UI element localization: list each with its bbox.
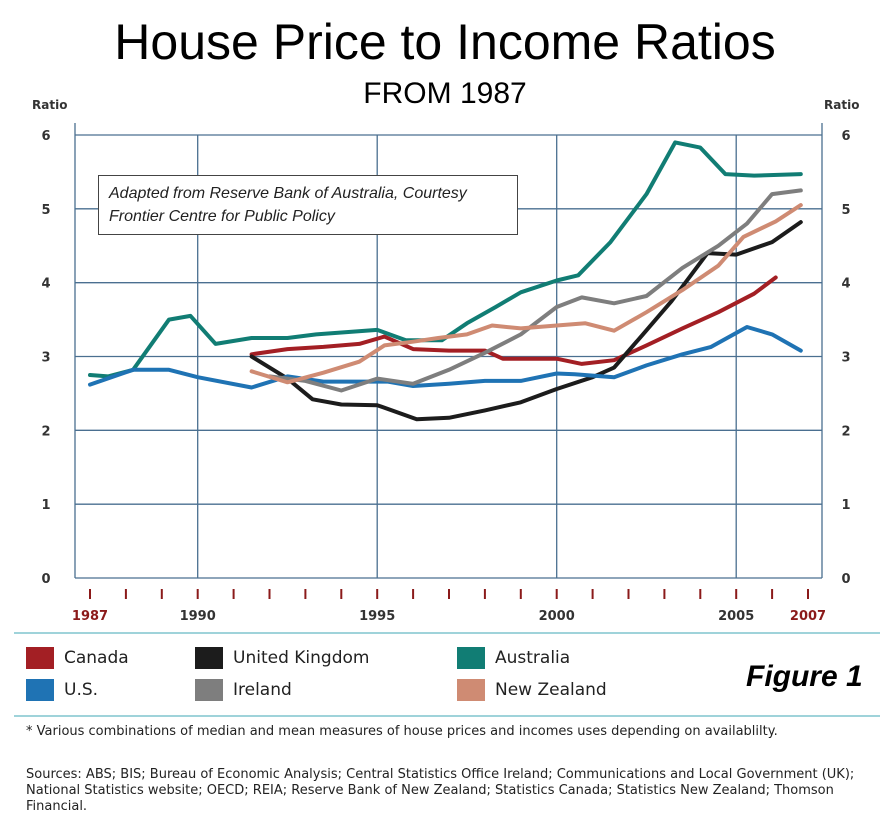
source-note-line2: Frontier Centre for Public Policy <box>109 208 335 225</box>
x-tick-label-1990: 1990 <box>180 609 216 624</box>
y-tick-left-5: 5 <box>41 203 50 218</box>
legend-item-australia: Australia <box>457 647 570 669</box>
legend-item-us: U.S. <box>26 679 98 701</box>
legend-swatch-australia <box>457 647 485 669</box>
y-axis-label-right: Ratio <box>824 98 859 112</box>
legend-item-new-zealand: New Zealand <box>457 679 607 701</box>
chart-title: House Price to Income Ratios <box>114 14 776 70</box>
footnote-divider <box>14 715 880 717</box>
legend-swatch-us <box>26 679 54 701</box>
y-tick-right-4: 4 <box>841 277 850 292</box>
legend-top-divider <box>14 632 880 634</box>
y-tick-right-6: 6 <box>841 129 850 144</box>
x-tick-label-2005: 2005 <box>718 609 754 624</box>
footnote-text: * Various combinations of median and mea… <box>26 724 778 739</box>
y-tick-left-2: 2 <box>41 424 50 439</box>
legend-label-ireland: Ireland <box>233 680 292 700</box>
legend-item-united-kingdom: United Kingdom <box>195 647 369 669</box>
series-line-ireland <box>267 188 803 393</box>
y-tick-right-5: 5 <box>841 203 850 218</box>
y-axis-label-left: Ratio <box>32 98 67 112</box>
source-note-box: Adapted from Reserve Bank of Australia, … <box>98 175 518 235</box>
x-tick-label-1987: 1987 <box>72 609 108 624</box>
y-tick-left-3: 3 <box>41 351 50 366</box>
y-tick-right-0: 0 <box>841 572 850 587</box>
x-tick-label-1995: 1995 <box>359 609 395 624</box>
legend-label-united-kingdom: United Kingdom <box>233 648 370 668</box>
chart-subtitle: FROM 1987 <box>363 77 527 110</box>
figure-label: Figure 1 <box>746 660 863 693</box>
series-line-australia <box>88 140 803 379</box>
y-tick-left-1: 1 <box>41 498 50 513</box>
y-tick-right-3: 3 <box>841 351 850 366</box>
series-line-united-kingdom <box>249 220 803 422</box>
source-note-line1: Adapted from Reserve Bank of Australia, … <box>109 185 467 202</box>
legend-label-canada: Canada <box>64 648 129 668</box>
legend-swatch-united-kingdom <box>195 647 223 669</box>
series-line-new-zealand <box>249 203 803 385</box>
series-line-canada <box>249 275 778 366</box>
legend-swatch-new-zealand <box>457 679 485 701</box>
y-tick-right-1: 1 <box>841 498 850 513</box>
y-tick-right-2: 2 <box>841 424 850 439</box>
gridlines: 0 0 1 1 2 2 3 3 4 4 5 5 6 6 <box>41 123 851 599</box>
y-tick-left-0: 0 <box>41 572 50 587</box>
legend-swatch-canada <box>26 647 54 669</box>
legend-label-australia: Australia <box>495 648 571 668</box>
legend-label-us: U.S. <box>64 680 99 700</box>
legend-swatch-ireland <box>195 679 223 701</box>
series-lines <box>88 140 803 422</box>
y-tick-left-4: 4 <box>41 277 50 292</box>
legend-item-canada: Canada <box>26 647 129 669</box>
axis-labels: 1987 1990 1995 2000 2005 2007 <box>72 609 826 624</box>
x-tick-label-2000: 2000 <box>539 609 575 624</box>
series-line-u-s <box>88 325 803 390</box>
sources-text: Sources: ABS; BIS; Bureau of Economic An… <box>26 767 855 814</box>
x-tick-label-2007: 2007 <box>790 609 826 624</box>
legend-label-new-zealand: New Zealand <box>495 680 607 700</box>
y-tick-left-6: 6 <box>41 129 50 144</box>
legend-item-ireland: Ireland <box>195 679 292 701</box>
